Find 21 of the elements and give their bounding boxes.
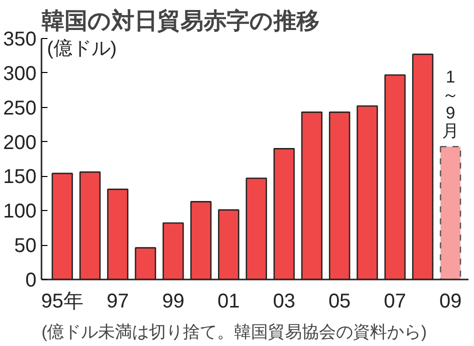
y-tick-label: 350 <box>3 28 37 50</box>
x-tick-label: 09 <box>439 290 462 312</box>
x-tick-label: 01 <box>218 290 240 312</box>
x-tick-label: 97 <box>106 290 129 312</box>
annotation: 1～9月 <box>442 67 459 141</box>
x-tick-label: 03 <box>272 290 296 312</box>
x-tick-label: 99 <box>162 290 184 312</box>
y-tick-label: 250 <box>3 97 37 120</box>
y-tick-label: 100 <box>3 200 37 223</box>
y-axis-title: (億ドル) <box>47 38 117 60</box>
chart-title: 韓国の対日貿易赤字の推移 <box>42 8 320 34</box>
bar <box>440 146 462 280</box>
y-tick-label: 150 <box>3 166 37 188</box>
x-tick-label: 95年 <box>41 290 84 312</box>
y-tick-label: 50 <box>14 235 37 258</box>
text: (億ドル未満は切り捨て。韓国貿易協会の資料から) <box>42 322 427 342</box>
y-tick-label: 0 <box>25 270 36 292</box>
x-tick-label: 05 <box>328 290 351 312</box>
x-tick-label: 07 <box>384 290 406 312</box>
y-tick-label: 200 <box>3 132 37 154</box>
y-tick-label: 300 <box>3 62 37 85</box>
